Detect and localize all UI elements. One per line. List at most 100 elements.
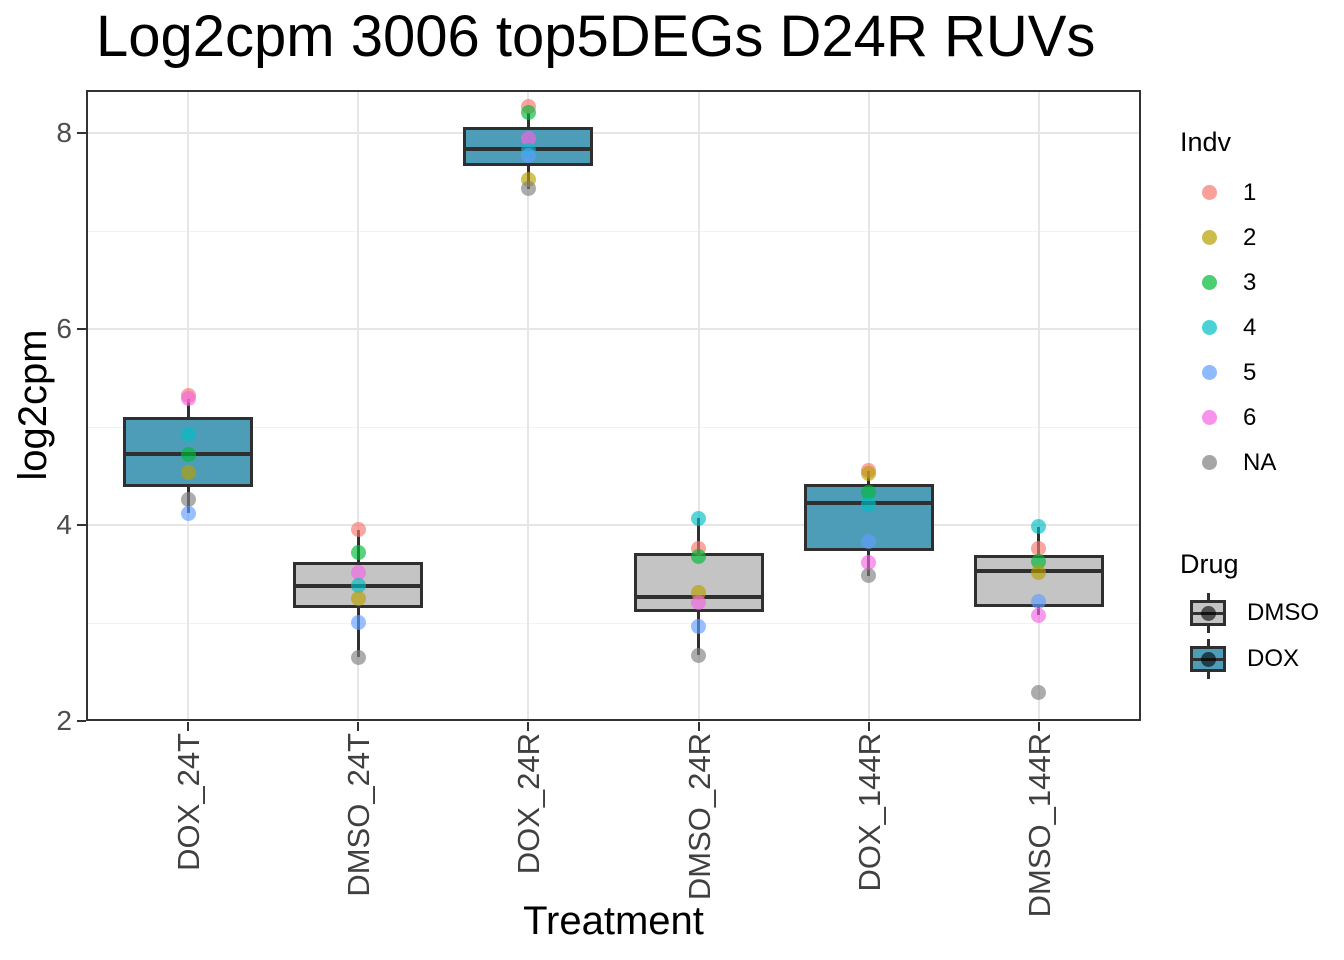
data-point-indv-4: [180, 427, 196, 443]
gridline-major-y: [86, 524, 1141, 527]
legend-indv-item-NA: NA: [1180, 440, 1344, 485]
data-point-indv-NA: [180, 492, 196, 508]
y-tick-label: 4: [56, 509, 72, 541]
gridline-minor-y: [86, 426, 1141, 428]
data-point-indv-NA: [520, 181, 536, 197]
panel-border: [86, 90, 1141, 721]
data-point-indv-3: [861, 485, 877, 501]
legend-item-label: DOX: [1247, 645, 1300, 672]
legend-section-indv: Indv 1 2 3 4 5 6 NA: [1180, 126, 1344, 485]
x-axis-title: Treatment: [523, 899, 704, 943]
legend-item-label: DMSO: [1247, 599, 1319, 626]
legend-title-drug: Drug: [1180, 549, 1239, 579]
legend-color-swatch: [1202, 455, 1217, 470]
x-axis-tick: [527, 722, 530, 731]
y-tick-label: 8: [56, 117, 72, 149]
y-axis-title: log2cpm: [11, 329, 55, 481]
data-point-indv-5: [350, 614, 366, 630]
data-point-indv-2: [1031, 564, 1047, 580]
data-point-indv-5: [1031, 593, 1047, 609]
data-point-indv-4: [861, 496, 877, 512]
gridline-major-x: [357, 90, 360, 721]
plot-panel: [86, 90, 1141, 721]
x-axis-tick: [867, 722, 870, 731]
legend-item-label: 4: [1243, 313, 1257, 341]
gridline-major-x: [1037, 90, 1040, 721]
legend-color-swatch: [1202, 410, 1217, 425]
data-point-indv-NA: [691, 647, 707, 663]
data-point-indv-NA: [350, 649, 366, 665]
key-point: [1200, 605, 1216, 621]
boxplot-key-icon: [1186, 637, 1230, 681]
x-tick-label: DMSO_24T: [341, 733, 377, 897]
gridline-major-y: [86, 720, 1141, 721]
legend-indv-item-4: 4: [1180, 305, 1344, 350]
data-point-indv-3: [180, 446, 196, 462]
data-point-indv-2: [861, 465, 877, 481]
x-axis-tick: [697, 722, 700, 731]
legend-item-label: 5: [1243, 358, 1257, 386]
x-axis-tick: [187, 722, 190, 731]
data-point-indv-NA: [861, 568, 877, 584]
legend-color-swatch: [1202, 185, 1217, 200]
plot-title: Log2cpm 3006 top5DEGs D24R RUVs: [96, 4, 1096, 69]
data-point-indv-3: [520, 105, 536, 121]
legend-drug-items: DMSO DOX: [1180, 590, 1344, 682]
data-point-indv-1: [350, 522, 366, 538]
y-axis-tick: [77, 132, 86, 135]
gridline-major-y: [86, 132, 1141, 135]
data-point-indv-5: [180, 505, 196, 521]
gridline-minor-y: [86, 622, 1141, 624]
x-tick-label: DOX_24T: [171, 733, 207, 871]
data-point-indv-2: [180, 464, 196, 480]
legend-indv-item-6: 6: [1180, 395, 1344, 440]
x-tick-label: DMSO_144R: [1021, 733, 1057, 918]
gridline-major-x: [527, 90, 530, 721]
legend-item-label: 6: [1243, 403, 1257, 431]
legend-indv-item-1: 1: [1180, 170, 1344, 215]
data-point-indv-6: [691, 594, 707, 610]
legend-color-swatch: [1202, 230, 1217, 245]
data-point-indv-6: [180, 391, 196, 407]
gridline-minor-y: [86, 230, 1141, 232]
y-axis-tick: [77, 720, 86, 722]
gridline-major-x: [697, 90, 700, 721]
legend-title-indv: Indv: [1180, 127, 1232, 157]
data-point-indv-3: [350, 544, 366, 560]
y-tick-label: 2: [56, 705, 72, 736]
gridline-major-y: [86, 328, 1141, 331]
legend-item-label: 3: [1243, 268, 1257, 296]
legend-drug-item-DOX: DOX: [1180, 636, 1344, 682]
legend-indv-item-3: 3: [1180, 260, 1344, 305]
x-axis-tick: [1037, 722, 1040, 731]
legend: Indv 1 2 3 4 5 6 NA Drug DMSO DOX: [1180, 0, 1344, 960]
y-tick-label: 6: [56, 313, 72, 345]
x-tick-label: DMSO_24R: [681, 733, 717, 901]
legend-indv-item-5: 5: [1180, 350, 1344, 395]
legend-section-drug: Drug DMSO DOX: [1180, 548, 1344, 682]
data-point-indv-6: [350, 564, 366, 580]
legend-drug-item-DMSO: DMSO: [1180, 590, 1344, 636]
legend-indv-items: 1 2 3 4 5 6 NA: [1180, 170, 1344, 485]
data-point-indv-6: [520, 130, 536, 146]
data-point-indv-5: [861, 534, 877, 550]
data-point-indv-NA: [1031, 685, 1047, 701]
key-point: [1200, 651, 1216, 667]
legend-color-swatch: [1202, 275, 1217, 290]
data-point-indv-2: [350, 591, 366, 607]
y-axis-tick: [77, 328, 86, 331]
data-point-indv-5: [520, 148, 536, 164]
data-point-indv-4: [1031, 519, 1047, 535]
data-point-indv-1: [1031, 541, 1047, 557]
data-point-indv-4: [691, 510, 707, 526]
legend-indv-item-2: 2: [1180, 215, 1344, 260]
x-tick-label: DOX_24R: [511, 733, 547, 875]
legend-color-swatch: [1202, 365, 1217, 380]
boxplot-key-icon: [1186, 591, 1230, 635]
x-axis-tick: [357, 722, 360, 731]
gridline-major-x: [867, 90, 870, 721]
legend-color-swatch: [1202, 320, 1217, 335]
data-point-indv-4: [350, 578, 366, 594]
legend-item-label: 2: [1243, 223, 1257, 251]
